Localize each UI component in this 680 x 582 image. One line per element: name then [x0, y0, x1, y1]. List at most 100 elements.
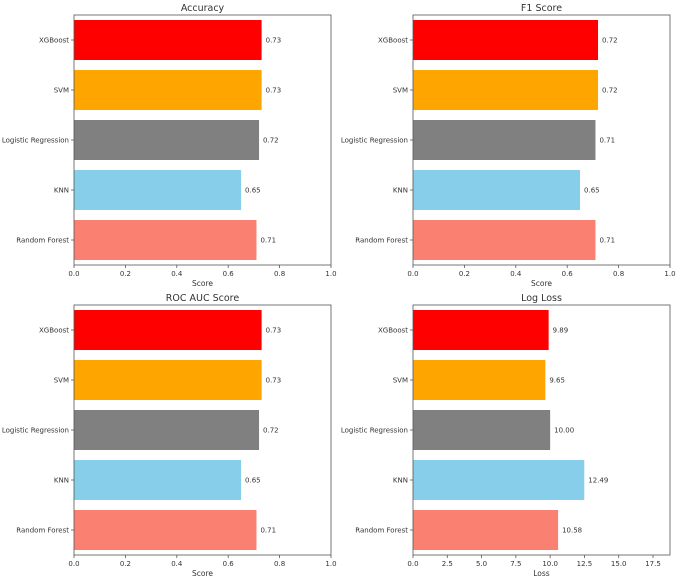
chart-panel-accuracy: Accuracy 0.73 XGBoost 0.73 SVM 0.72 Logistic R… — [2, 3, 337, 288]
chart-title: F1 Score — [521, 3, 562, 14]
data-label: 10.58 — [562, 527, 582, 535]
bar-random-forest — [413, 510, 559, 550]
chart-panel-log-loss: Log Loss 9.89 XGBoost 9.65 SVM 10.00 Logistic … — [341, 293, 671, 578]
plot-frame — [73, 304, 332, 556]
y-tick-label: Logistic Regression — [341, 137, 408, 145]
y-tick-label: SVM — [393, 87, 408, 95]
data-label: 9.65 — [549, 377, 565, 385]
x-tick-label: 0.0 — [407, 560, 418, 568]
y-tick-label: SVM — [54, 87, 69, 95]
plot-frame — [412, 304, 671, 556]
data-label: 12.49 — [588, 477, 608, 485]
bar-logistic-regression — [74, 120, 260, 160]
x-tick-label: 0.0 — [407, 270, 418, 278]
x-tick-label: 0.6 — [223, 270, 235, 278]
x-tick-label: 0.2 — [120, 270, 131, 278]
y-tick-label: KNN — [393, 187, 408, 195]
x-tick-label: 10.0 — [542, 560, 558, 568]
bar-logistic-regression — [413, 410, 551, 450]
bar-logistic-regression — [74, 410, 260, 450]
data-label: 10.00 — [554, 427, 574, 435]
bar-svm — [74, 360, 262, 400]
y-tick-label: SVM — [393, 377, 408, 385]
x-tick-label: 0.0 — [68, 560, 79, 568]
data-label: 0.65 — [245, 477, 261, 485]
x-axis-label: Score — [531, 279, 552, 288]
data-label: 0.72 — [263, 137, 279, 145]
x-tick-label: 0.2 — [120, 560, 131, 568]
chart-panel-roc-auc-score: ROC AUC Score 0.73 XGBoost 0.73 SVM 0.72 Logis… — [2, 293, 337, 578]
x-tick-label: 12.5 — [577, 560, 593, 568]
y-tick-label: XGBoost — [378, 327, 408, 335]
y-tick-label: XGBoost — [39, 37, 69, 45]
data-label: 0.73 — [266, 37, 282, 45]
bar-random-forest — [74, 220, 257, 260]
data-label: 0.71 — [599, 137, 615, 145]
data-label: 0.71 — [599, 237, 615, 245]
bar-knn — [74, 460, 242, 500]
x-tick-label: 0.4 — [171, 560, 183, 568]
y-tick-label: Random Forest — [16, 237, 69, 245]
bar-random-forest — [74, 510, 257, 550]
data-label: 0.72 — [602, 87, 618, 95]
bar-random-forest — [413, 220, 596, 260]
data-label: 0.73 — [266, 327, 282, 335]
chart-title: Accuracy — [181, 3, 225, 14]
x-tick-label: 1.0 — [325, 560, 336, 568]
data-label: 9.89 — [553, 327, 569, 335]
bar-knn — [413, 170, 581, 210]
bar-xgboost — [413, 310, 549, 350]
y-tick-label: Random Forest — [16, 527, 69, 535]
y-tick-label: XGBoost — [39, 327, 69, 335]
data-label: 0.71 — [260, 237, 276, 245]
data-label: 0.72 — [263, 427, 279, 435]
y-tick-label: XGBoost — [378, 37, 408, 45]
x-axis-label: Score — [192, 569, 213, 578]
y-tick-label: KNN — [393, 477, 408, 485]
x-axis-label: Score — [192, 279, 213, 288]
x-tick-label: 0.8 — [274, 560, 285, 568]
x-tick-label: 1.0 — [664, 270, 675, 278]
data-label: 0.73 — [266, 377, 282, 385]
y-tick-label: KNN — [54, 187, 69, 195]
bar-xgboost — [74, 310, 262, 350]
x-tick-label: 0.8 — [274, 270, 285, 278]
x-tick-label: 0.6 — [223, 560, 235, 568]
bar-knn — [74, 170, 242, 210]
y-tick-label: Random Forest — [355, 527, 408, 535]
plot-frame — [412, 14, 671, 266]
y-tick-label: KNN — [54, 477, 69, 485]
y-tick-label: Random Forest — [355, 237, 408, 245]
data-label: 0.72 — [602, 37, 618, 45]
bar-xgboost — [413, 20, 599, 60]
x-tick-label: 0.8 — [613, 270, 624, 278]
data-label: 0.65 — [584, 187, 600, 195]
chart-title: Log Loss — [521, 293, 562, 304]
x-tick-label: 15.0 — [611, 560, 627, 568]
x-tick-label: 0.2 — [459, 270, 470, 278]
y-tick-label: Logistic Regression — [2, 427, 69, 435]
y-tick-label: SVM — [54, 377, 69, 385]
bar-svm — [413, 70, 599, 110]
x-tick-label: 1.0 — [325, 270, 336, 278]
bar-logistic-regression — [413, 120, 596, 160]
bar-knn — [413, 460, 585, 500]
y-tick-label: Logistic Regression — [2, 137, 69, 145]
bar-xgboost — [74, 20, 262, 60]
x-tick-label: 0.4 — [171, 270, 183, 278]
x-tick-label: 0.6 — [562, 270, 574, 278]
plot-frame — [73, 14, 332, 266]
data-label: 0.71 — [260, 527, 276, 535]
x-tick-label: 0.4 — [510, 270, 522, 278]
y-tick-label: Logistic Regression — [341, 427, 408, 435]
x-tick-label: 7.5 — [510, 560, 521, 568]
chart-panel-f1-score: F1 Score 0.72 XGBoost 0.72 SVM 0.71 Logistic R… — [341, 3, 676, 288]
bar-svm — [74, 70, 262, 110]
chart-title: ROC AUC Score — [166, 293, 240, 304]
data-label: 0.73 — [266, 87, 282, 95]
x-tick-label: 5.0 — [476, 560, 487, 568]
bar-svm — [413, 360, 546, 400]
x-tick-label: 0.0 — [68, 270, 79, 278]
data-label: 0.65 — [245, 187, 261, 195]
